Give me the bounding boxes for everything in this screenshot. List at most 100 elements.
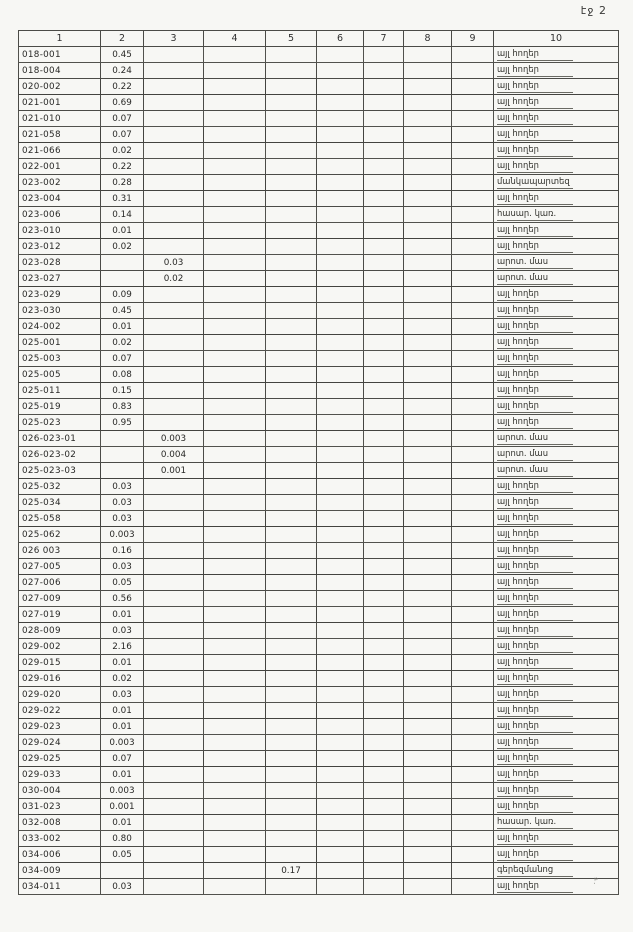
area-col2-cell: 0.83 bbox=[100, 398, 144, 415]
empty-cell bbox=[451, 878, 494, 895]
empty-cell bbox=[363, 350, 404, 367]
empty-cell bbox=[363, 830, 404, 847]
land-type-cell: այլ հողեր bbox=[493, 126, 619, 143]
area-col3-cell bbox=[143, 846, 204, 863]
area-col5-cell bbox=[265, 558, 317, 575]
empty-cell bbox=[451, 654, 494, 671]
empty-cell bbox=[203, 670, 266, 687]
parcel-id-cell: 025-023 bbox=[18, 414, 101, 431]
area-col5-cell bbox=[265, 574, 317, 591]
area-col2-cell: 0.03 bbox=[100, 510, 144, 527]
empty-cell bbox=[203, 558, 266, 575]
empty-cell bbox=[203, 318, 266, 335]
empty-cell bbox=[316, 350, 364, 367]
area-col3-cell bbox=[143, 62, 204, 79]
empty-cell bbox=[363, 302, 404, 319]
area-col2-cell: 0.69 bbox=[100, 94, 144, 111]
area-col2-cell: 0.03 bbox=[100, 494, 144, 511]
empty-cell bbox=[403, 238, 452, 255]
land-type-label: այլ հողեր bbox=[497, 624, 573, 637]
empty-cell bbox=[203, 750, 266, 767]
empty-cell bbox=[316, 302, 364, 319]
empty-cell bbox=[451, 510, 494, 527]
empty-cell bbox=[403, 110, 452, 127]
area-col5-cell bbox=[265, 126, 317, 143]
empty-cell bbox=[451, 94, 494, 111]
area-col5-cell bbox=[265, 638, 317, 655]
empty-cell bbox=[203, 734, 266, 751]
empty-cell bbox=[316, 686, 364, 703]
empty-cell bbox=[363, 94, 404, 111]
empty-cell bbox=[203, 526, 266, 543]
empty-cell bbox=[203, 366, 266, 383]
empty-cell bbox=[203, 430, 266, 447]
empty-cell bbox=[403, 510, 452, 527]
land-type-label: այլ հողեր bbox=[497, 656, 573, 669]
empty-cell bbox=[403, 574, 452, 591]
empty-cell bbox=[203, 350, 266, 367]
area-col2-cell bbox=[100, 270, 144, 287]
empty-cell bbox=[316, 654, 364, 671]
area-col5-cell bbox=[265, 334, 317, 351]
area-col3-cell bbox=[143, 174, 204, 191]
area-col5-cell bbox=[265, 94, 317, 111]
land-type-cell: այլ հողեր bbox=[493, 190, 619, 207]
empty-cell bbox=[203, 270, 266, 287]
land-type-cell: այլ հողեր bbox=[493, 142, 619, 159]
area-col2-cell: 0.01 bbox=[100, 222, 144, 239]
area-col2-cell: 0.01 bbox=[100, 318, 144, 335]
table-row: 029-016 0.02 այլ հողեր bbox=[18, 670, 619, 687]
empty-cell bbox=[203, 222, 266, 239]
land-type-label: այլ հողեր bbox=[497, 768, 573, 781]
area-col3-cell bbox=[143, 94, 204, 111]
area-col5-cell bbox=[265, 846, 317, 863]
parcel-id-cell: 023-030 bbox=[18, 302, 101, 319]
land-type-cell: այլ հողեր bbox=[493, 574, 619, 591]
empty-cell bbox=[316, 190, 364, 207]
empty-cell bbox=[451, 366, 494, 383]
area-col2-cell: 0.001 bbox=[100, 798, 144, 815]
empty-cell bbox=[363, 158, 404, 175]
empty-cell bbox=[203, 62, 266, 79]
table-row: 026 003 0.16 այլ հողեր bbox=[18, 542, 619, 559]
area-col5-cell bbox=[265, 286, 317, 303]
table-row: 029-033 0.01 այլ հողեր bbox=[18, 766, 619, 783]
empty-cell bbox=[403, 94, 452, 111]
empty-cell bbox=[316, 62, 364, 79]
empty-cell bbox=[363, 366, 404, 383]
land-type-label: այլ հողեր bbox=[497, 480, 573, 493]
empty-cell bbox=[451, 750, 494, 767]
area-col2-cell bbox=[100, 430, 144, 447]
empty-cell bbox=[363, 654, 404, 671]
area-col2-cell: 0.03 bbox=[100, 878, 144, 895]
land-type-label: այլ հողեր bbox=[497, 512, 573, 525]
empty-cell bbox=[403, 174, 452, 191]
column-header-3: 3 bbox=[143, 30, 204, 47]
area-col5-cell bbox=[265, 702, 317, 719]
empty-cell bbox=[403, 766, 452, 783]
empty-cell bbox=[203, 238, 266, 255]
land-type-label: այլ հողեր bbox=[497, 800, 573, 813]
parcel-id-cell: 024-002 bbox=[18, 318, 101, 335]
area-col5-cell bbox=[265, 222, 317, 239]
parcel-id-cell: 034-009 bbox=[18, 862, 101, 879]
empty-cell bbox=[403, 782, 452, 799]
column-header-2: 2 bbox=[100, 30, 144, 47]
table-row: 029-025 0.07 այլ հողեր bbox=[18, 750, 619, 767]
empty-cell bbox=[203, 590, 266, 607]
land-type-cell: այլ հողեր bbox=[493, 302, 619, 319]
area-col5-cell bbox=[265, 510, 317, 527]
empty-cell bbox=[203, 782, 266, 799]
area-col2-cell: 0.03 bbox=[100, 558, 144, 575]
empty-cell bbox=[451, 286, 494, 303]
area-col5-cell bbox=[265, 430, 317, 447]
parcel-id-cell: 023-012 bbox=[18, 238, 101, 255]
area-col2-cell: 0.22 bbox=[100, 158, 144, 175]
area-col2-cell: 0.22 bbox=[100, 78, 144, 95]
empty-cell bbox=[451, 814, 494, 831]
empty-cell bbox=[203, 334, 266, 351]
area-col3-cell bbox=[143, 494, 204, 511]
empty-cell bbox=[316, 174, 364, 191]
land-type-cell: այլ հողեր bbox=[493, 558, 619, 575]
table-row: 025-023 0.95 այլ հողեր bbox=[18, 414, 619, 431]
